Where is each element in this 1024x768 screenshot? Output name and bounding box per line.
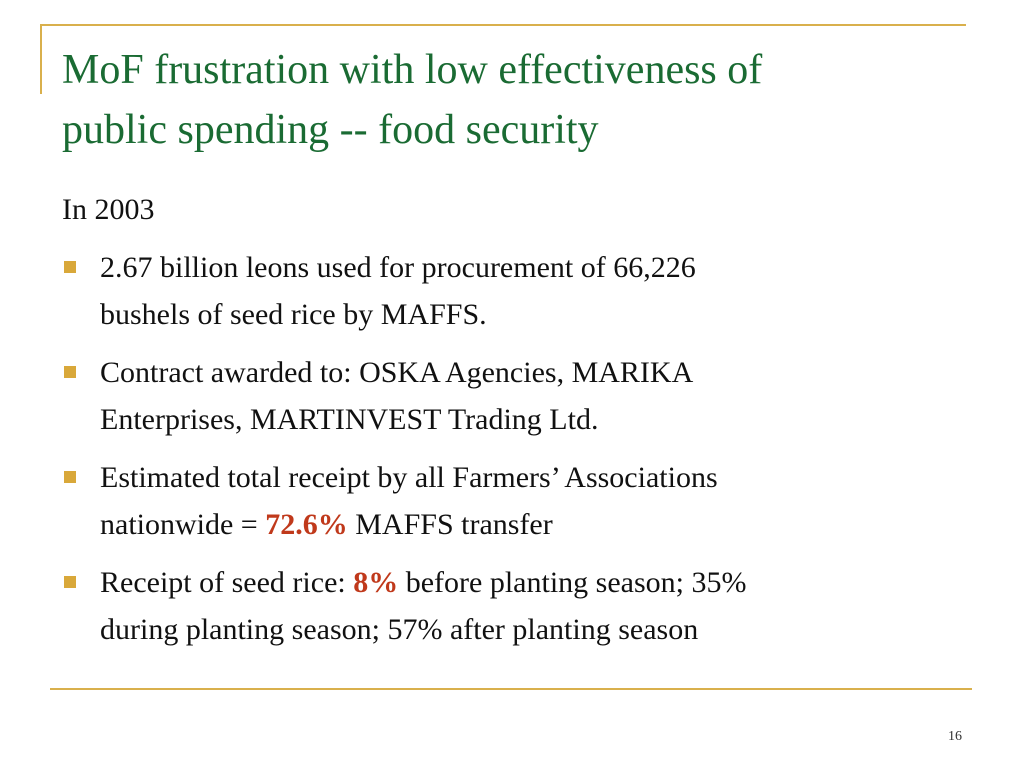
bullet-line: nationwide = 72.6% MAFFS transfer	[100, 501, 962, 548]
bullet-item-seed-timing: Receipt of seed rice: 8% before planting…	[62, 559, 962, 653]
bullet-line: Estimated total receipt by all Farmers’ …	[100, 461, 718, 494]
bullet-line: Contract awarded to: OSKA Agencies, MARI…	[100, 356, 694, 389]
bullet-item-procurement: 2.67 billion leons used for procurement …	[62, 244, 962, 338]
slide-title: MoF frustration with low effectiveness o…	[62, 40, 962, 160]
bottom-divider	[50, 688, 972, 690]
square-bullet-icon	[64, 366, 76, 378]
bullet-line: Receipt of seed rice: 8% before planting…	[100, 559, 962, 606]
slide-title-line-1: MoF frustration with low effectiveness o…	[62, 47, 763, 93]
highlight-value: 8%	[353, 566, 399, 599]
page-number: 16	[948, 729, 962, 744]
bullet-text-segment: nationwide =	[100, 508, 266, 541]
bullet-line: 2.67 billion leons used for procurement …	[100, 251, 696, 284]
bullet-text: Receipt of seed rice: 8% before planting…	[100, 559, 962, 653]
bullet-item-contract: Contract awarded to: OSKA Agencies, MARI…	[62, 349, 962, 443]
bullet-text-segment: Receipt of seed rice:	[100, 566, 354, 599]
top-divider	[40, 24, 966, 26]
square-bullet-icon	[64, 471, 76, 483]
bullet-text-segment: before planting season; 35%	[398, 566, 747, 599]
intro-text: In 2003	[62, 193, 155, 226]
bullet-text: Estimated total receipt by all Farmers’ …	[100, 454, 962, 548]
bullet-text: Contract awarded to: OSKA Agencies, MARI…	[100, 349, 962, 443]
bullet-list: 2.67 billion leons used for procurement …	[62, 244, 962, 664]
square-bullet-icon	[64, 261, 76, 273]
bullet-text-segment: MAFFS transfer	[347, 508, 553, 541]
title-accent-bar	[40, 24, 42, 94]
bullet-text: 2.67 billion leons used for procurement …	[100, 244, 962, 338]
bullet-item-receipt-estimate: Estimated total receipt by all Farmers’ …	[62, 454, 962, 548]
highlight-value: 72.6%	[265, 508, 348, 541]
bullet-line: Enterprises, MARTINVEST Trading Ltd.	[100, 403, 599, 436]
slide-title-line-2: public spending -- food security	[62, 107, 599, 153]
bullet-line: bushels of seed rice by MAFFS.	[100, 298, 487, 331]
square-bullet-icon	[64, 576, 76, 588]
bullet-line: during planting season; 57% after planti…	[100, 613, 699, 646]
